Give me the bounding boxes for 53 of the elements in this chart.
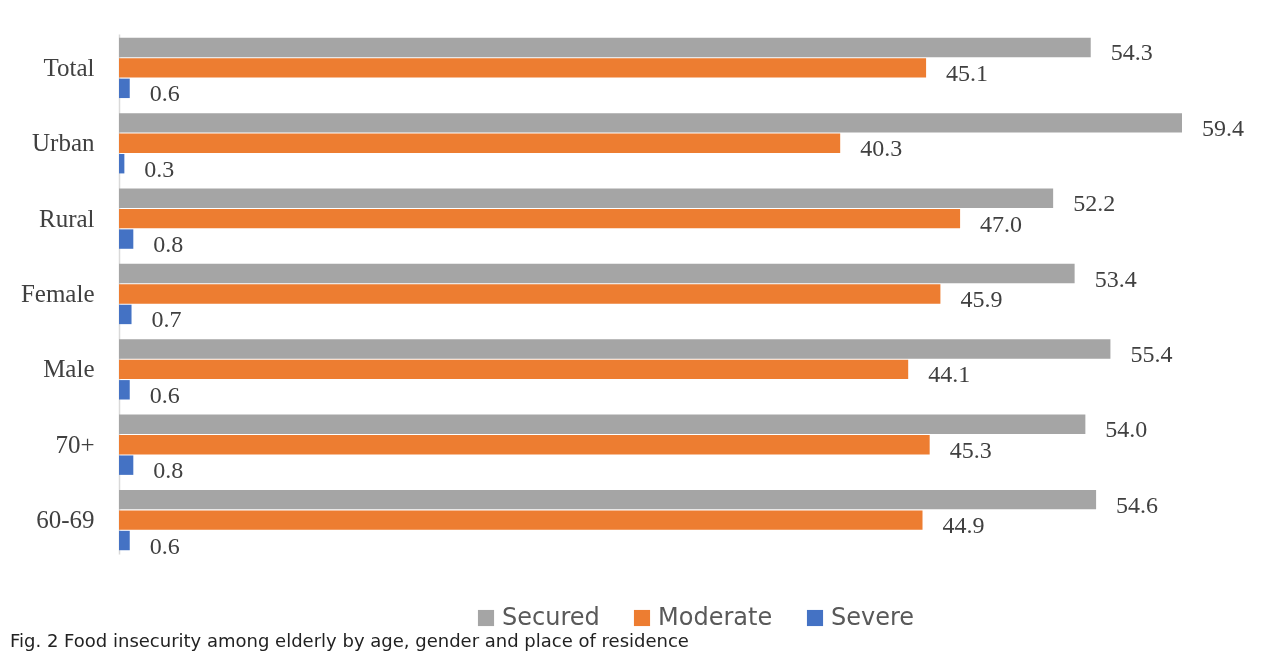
- data-label: 44.9: [942, 512, 985, 539]
- data-label: 54.3: [1110, 39, 1153, 66]
- bar: [119, 154, 125, 174]
- bar: [119, 263, 1075, 284]
- y-tick-label: Female: [20, 280, 95, 307]
- y-tick-label: 60-69: [36, 506, 95, 534]
- legend-label: Severe: [831, 603, 915, 631]
- data-label: 45.9: [960, 286, 1003, 312]
- data-label: 0.8: [153, 231, 184, 258]
- data-label: 53.4: [1094, 265, 1137, 292]
- bar: [119, 510, 923, 530]
- data-label: 0.7: [151, 306, 182, 333]
- bar: [119, 435, 930, 455]
- y-tick-label: Urban: [32, 129, 95, 157]
- data-label: 45.1: [946, 59, 989, 86]
- bar: [119, 339, 1111, 359]
- bar: [119, 37, 1091, 58]
- legend-label: Secured: [502, 603, 600, 631]
- data-label: 40.3: [860, 135, 903, 162]
- bar: [119, 380, 130, 400]
- data-label: 0.8: [153, 457, 184, 484]
- y-tick-label: Total: [43, 53, 95, 81]
- y-tick-label: Rural: [38, 204, 95, 232]
- data-label: 0.6: [149, 80, 180, 107]
- bar: [119, 133, 841, 153]
- data-label: 54.0: [1105, 416, 1148, 443]
- bar: [119, 188, 1054, 208]
- data-label: 0.3: [144, 155, 175, 182]
- legend-label: Moderate: [658, 603, 773, 631]
- bar: [119, 58, 927, 78]
- bar: [119, 208, 961, 229]
- data-label: 44.1: [928, 361, 971, 388]
- data-label: 55.4: [1130, 340, 1173, 367]
- caption: Fig. 2 Food insecurity among elderly by age, gender and place of residence: [10, 630, 689, 651]
- data-label: 0.6: [149, 381, 180, 408]
- data-label: 52.2: [1073, 190, 1116, 217]
- data-label: 45.3: [949, 436, 992, 463]
- bar: [119, 78, 130, 99]
- y-tick-label: 70+: [55, 430, 95, 458]
- y-tick-label: Male: [43, 355, 95, 383]
- bar: [119, 489, 1097, 510]
- data-label: 54.6: [1116, 491, 1159, 518]
- bar: [119, 359, 909, 380]
- data-label: 59.4: [1202, 114, 1244, 141]
- bar: [119, 455, 134, 475]
- bar: [119, 229, 134, 249]
- bar: [119, 304, 132, 325]
- data-label: 0.6: [149, 532, 180, 559]
- bar: [119, 414, 1086, 434]
- bar: [119, 530, 130, 551]
- bar: [119, 113, 1182, 133]
- data-label: 47.0: [980, 210, 1023, 237]
- bar: [119, 284, 941, 304]
